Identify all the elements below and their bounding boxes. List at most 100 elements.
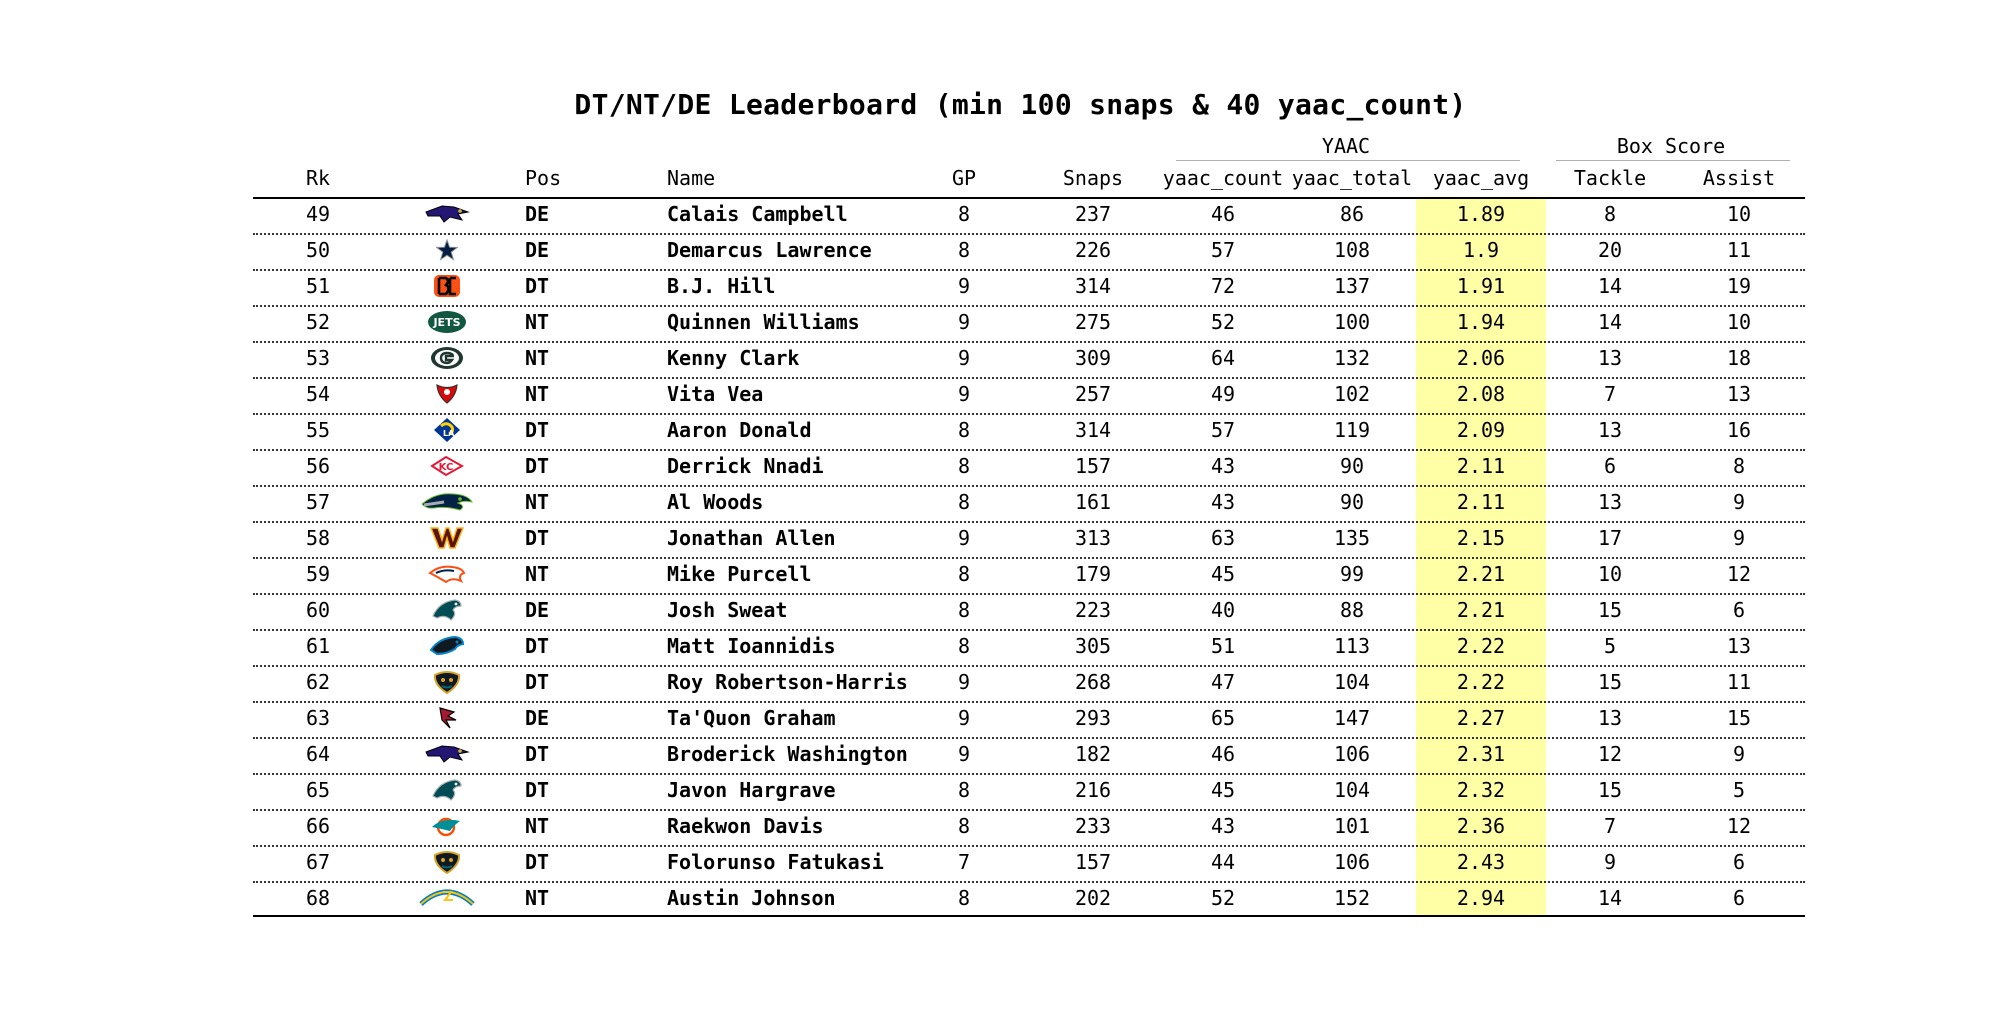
table-row: 63 DE Ta'Quon Graham 9 293 65 147 2.27 13 15 bbox=[0, 701, 2000, 737]
table-row: 50 DE Demarcus Lawrence 8 226 57 108 1.9 20 11 bbox=[0, 233, 2000, 269]
games-played-cell: 8 bbox=[957, 634, 971, 658]
assist-cell: 9 bbox=[1732, 526, 1746, 550]
row-divider bbox=[253, 233, 1805, 235]
rank-cell: 65 bbox=[305, 778, 331, 802]
assist-cell: 6 bbox=[1732, 850, 1746, 874]
yaac-total-cell: 86 bbox=[1339, 202, 1365, 226]
rank-cell: 54 bbox=[305, 382, 331, 406]
svg-text:LA: LA bbox=[443, 429, 455, 438]
rank-cell: 57 bbox=[305, 490, 331, 514]
falcons-logo-icon bbox=[436, 705, 458, 731]
position-cell: DE bbox=[525, 202, 550, 226]
games-played-cell: 9 bbox=[957, 382, 971, 406]
column-header-yaac-total: yaac_total bbox=[1291, 166, 1413, 190]
snaps-cell: 257 bbox=[1074, 382, 1112, 406]
games-played-cell: 8 bbox=[957, 490, 971, 514]
assist-cell: 6 bbox=[1732, 598, 1746, 622]
assist-cell: 10 bbox=[1726, 310, 1752, 334]
table-row: 62 DT Roy Robertson-Harris 9 268 47 104 2.22 15 1… bbox=[0, 665, 2000, 701]
row-divider bbox=[253, 269, 1805, 271]
games-played-cell: 8 bbox=[957, 238, 971, 262]
rank-cell: 52 bbox=[305, 310, 331, 334]
rank-cell: 53 bbox=[305, 346, 331, 370]
yaac-count-cell: 46 bbox=[1210, 202, 1236, 226]
column-header-snaps: Snaps bbox=[1062, 166, 1124, 190]
player-name-cell: Aaron Donald bbox=[667, 418, 812, 442]
tackle-cell: 8 bbox=[1603, 202, 1617, 226]
yaac-total-cell: 106 bbox=[1333, 742, 1371, 766]
group-underline-yaac bbox=[1176, 160, 1520, 161]
jets-logo-icon: JETS bbox=[427, 309, 467, 335]
position-cell: NT bbox=[525, 886, 550, 910]
assist-cell: 6 bbox=[1732, 886, 1746, 910]
games-played-cell: 8 bbox=[957, 598, 971, 622]
rank-cell: 55 bbox=[305, 418, 331, 442]
packers-logo-icon bbox=[430, 345, 464, 371]
games-played-cell: 9 bbox=[957, 526, 971, 550]
yaac-total-cell: 119 bbox=[1333, 418, 1371, 442]
position-cell: DT bbox=[525, 778, 550, 802]
eagles-logo-icon bbox=[431, 597, 463, 623]
yaac-total-cell: 152 bbox=[1333, 886, 1371, 910]
table-row: 53 NT Kenny Clark 9 309 64 132 2.06 13 18 bbox=[0, 341, 2000, 377]
panthers-logo-icon bbox=[429, 633, 465, 659]
assist-cell: 9 bbox=[1732, 742, 1746, 766]
row-divider bbox=[253, 665, 1805, 667]
tackle-cell: 15 bbox=[1597, 598, 1623, 622]
yaac-count-cell: 43 bbox=[1210, 814, 1236, 838]
position-cell: DE bbox=[525, 238, 550, 262]
row-divider bbox=[253, 809, 1805, 811]
snaps-cell: 314 bbox=[1074, 274, 1112, 298]
tackle-cell: 14 bbox=[1597, 886, 1623, 910]
row-divider bbox=[253, 305, 1805, 307]
table-row: 49 DE Calais Campbell 8 237 46 86 1.89 8 10 bbox=[0, 197, 2000, 233]
tackle-cell: 15 bbox=[1597, 670, 1623, 694]
yaac-count-cell: 64 bbox=[1210, 346, 1236, 370]
assist-cell: 15 bbox=[1726, 706, 1752, 730]
column-header-tackle: Tackle bbox=[1573, 166, 1647, 190]
yaac-total-cell: 88 bbox=[1339, 598, 1365, 622]
games-played-cell: 9 bbox=[957, 274, 971, 298]
rank-cell: 60 bbox=[305, 598, 331, 622]
bottom-rule bbox=[253, 915, 1805, 917]
buccaneers-logo-icon bbox=[435, 381, 459, 407]
yaac-avg-cell: 2.27 bbox=[1456, 706, 1506, 730]
table-row: 57 NT Al Woods 8 161 43 90 2.11 13 9 bbox=[0, 485, 2000, 521]
games-played-cell: 9 bbox=[957, 346, 971, 370]
rams-logo-icon: LA bbox=[432, 417, 462, 443]
seahawks-logo-icon bbox=[420, 489, 474, 515]
yaac-count-cell: 45 bbox=[1210, 778, 1236, 802]
player-name-cell: Demarcus Lawrence bbox=[667, 238, 872, 262]
yaac-count-cell: 63 bbox=[1210, 526, 1236, 550]
rank-cell: 62 bbox=[305, 670, 331, 694]
tackle-cell: 17 bbox=[1597, 526, 1623, 550]
player-name-cell: Matt Ioannidis bbox=[667, 634, 836, 658]
player-name-cell: Quinnen Williams bbox=[667, 310, 860, 334]
yaac-total-cell: 102 bbox=[1333, 382, 1371, 406]
yaac-total-cell: 113 bbox=[1333, 634, 1371, 658]
dolphins-logo-icon bbox=[430, 813, 464, 839]
position-cell: NT bbox=[525, 346, 550, 370]
rank-cell: 50 bbox=[305, 238, 331, 262]
yaac-total-cell: 106 bbox=[1333, 850, 1371, 874]
tackle-cell: 5 bbox=[1603, 634, 1617, 658]
yaac-avg-cell: 2.31 bbox=[1456, 742, 1506, 766]
snaps-cell: 313 bbox=[1074, 526, 1112, 550]
tackle-cell: 15 bbox=[1597, 778, 1623, 802]
player-name-cell: Mike Purcell bbox=[667, 562, 812, 586]
position-cell: DT bbox=[525, 670, 550, 694]
tackle-cell: 14 bbox=[1597, 310, 1623, 334]
snaps-cell: 233 bbox=[1074, 814, 1112, 838]
row-divider bbox=[253, 341, 1805, 343]
tackle-cell: 7 bbox=[1603, 382, 1617, 406]
rank-cell: 49 bbox=[305, 202, 331, 226]
games-played-cell: 8 bbox=[957, 778, 971, 802]
header-rule bbox=[253, 197, 1805, 199]
player-name-cell: Ta'Quon Graham bbox=[667, 706, 836, 730]
yaac-avg-cell: 2.43 bbox=[1456, 850, 1506, 874]
table-row: 61 DT Matt Ioannidis 8 305 51 113 2.22 5 13 bbox=[0, 629, 2000, 665]
group-label-yaac: YAAC bbox=[1321, 134, 1371, 158]
chiefs-logo-icon: KC bbox=[430, 453, 464, 479]
table-row: 65 DT Javon Hargrave 8 216 45 104 2.32 15 5 bbox=[0, 773, 2000, 809]
player-name-cell: Calais Campbell bbox=[667, 202, 848, 226]
